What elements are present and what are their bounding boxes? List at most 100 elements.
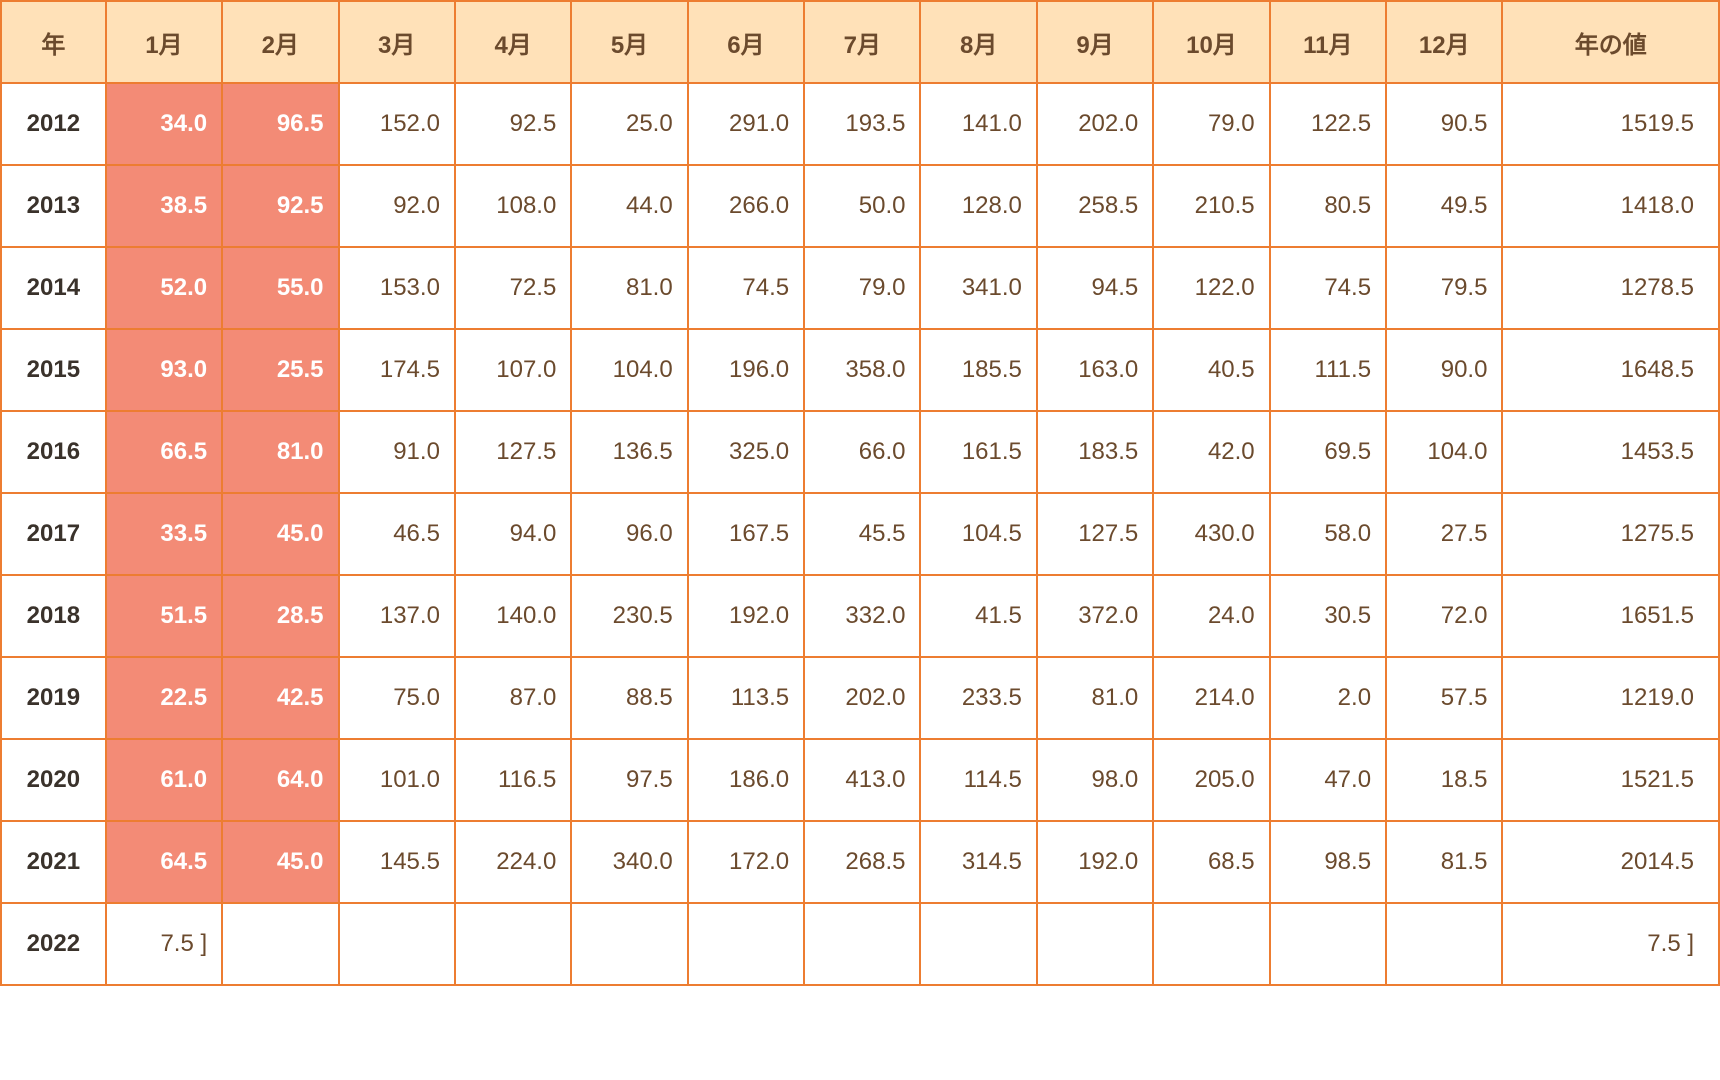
value-cell: 18.5 [1386,739,1502,821]
value-cell: 122.5 [1270,83,1386,165]
table-row: 201922.542.575.087.088.5113.5202.0233.58… [1,657,1719,739]
value-cell: 91.0 [339,411,455,493]
year-cell: 2012 [1,83,106,165]
annual-cell: 1648.5 [1502,329,1719,411]
value-cell: 45.5 [804,493,920,575]
value-cell: 258.5 [1037,165,1153,247]
value-cell [1037,903,1153,985]
col-header-month: 8月 [920,1,1036,83]
value-cell: 24.0 [1153,575,1269,657]
value-cell: 98.5 [1270,821,1386,903]
value-cell: 210.5 [1153,165,1269,247]
value-cell: 314.5 [920,821,1036,903]
value-cell: 64.5 [106,821,222,903]
value-cell: 57.5 [1386,657,1502,739]
year-cell: 2021 [1,821,106,903]
value-cell [455,903,571,985]
value-cell: 81.5 [1386,821,1502,903]
value-cell: 430.0 [1153,493,1269,575]
annual-cell: 1219.0 [1502,657,1719,739]
data-table: 年1月2月3月4月5月6月7月8月9月10月11月12月年の値 201234.0… [0,0,1720,986]
value-cell: 141.0 [920,83,1036,165]
value-cell: 34.0 [106,83,222,165]
value-cell: 152.0 [339,83,455,165]
year-cell: 2020 [1,739,106,821]
table-row: 202164.545.0145.5224.0340.0172.0268.5314… [1,821,1719,903]
value-cell: 183.5 [1037,411,1153,493]
annual-cell: 1418.0 [1502,165,1719,247]
table-row: 202061.064.0101.0116.597.5186.0413.0114.… [1,739,1719,821]
value-cell: 40.5 [1153,329,1269,411]
value-cell [804,903,920,985]
col-header-month: 7月 [804,1,920,83]
value-cell: 87.0 [455,657,571,739]
value-cell: 47.0 [1270,739,1386,821]
value-cell: 332.0 [804,575,920,657]
value-cell: 93.0 [106,329,222,411]
value-cell: 80.5 [1270,165,1386,247]
col-header-month: 5月 [571,1,687,83]
value-cell: 291.0 [688,83,804,165]
value-cell: 38.5 [106,165,222,247]
value-cell: 81.0 [222,411,338,493]
value-cell: 108.0 [455,165,571,247]
table-container: 年1月2月3月4月5月6月7月8月9月10月11月12月年の値 201234.0… [0,0,1720,986]
value-cell: 113.5 [688,657,804,739]
value-cell: 372.0 [1037,575,1153,657]
value-cell: 128.0 [920,165,1036,247]
col-header-year: 年 [1,1,106,83]
table-header-row: 年1月2月3月4月5月6月7月8月9月10月11月12月年の値 [1,1,1719,83]
col-header-month: 11月 [1270,1,1386,83]
year-cell: 2022 [1,903,106,985]
table-body: 201234.096.5152.092.525.0291.0193.5141.0… [1,83,1719,985]
value-cell: 137.0 [339,575,455,657]
value-cell: 41.5 [920,575,1036,657]
value-cell: 340.0 [571,821,687,903]
value-cell: 230.5 [571,575,687,657]
value-cell: 42.0 [1153,411,1269,493]
value-cell: 127.5 [1037,493,1153,575]
value-cell: 66.0 [804,411,920,493]
value-cell: 52.0 [106,247,222,329]
value-cell: 46.5 [339,493,455,575]
value-cell: 96.5 [222,83,338,165]
value-cell: 90.5 [1386,83,1502,165]
value-cell: 69.5 [1270,411,1386,493]
col-header-month: 2月 [222,1,338,83]
value-cell: 79.0 [1153,83,1269,165]
value-cell: 25.5 [222,329,338,411]
value-cell: 268.5 [804,821,920,903]
value-cell: 2.0 [1270,657,1386,739]
table-row: 201338.592.592.0108.044.0266.050.0128.02… [1,165,1719,247]
value-cell: 153.0 [339,247,455,329]
value-cell: 88.5 [571,657,687,739]
col-header-month: 3月 [339,1,455,83]
value-cell: 325.0 [688,411,804,493]
value-cell: 30.5 [1270,575,1386,657]
table-row: 201593.025.5174.5107.0104.0196.0358.0185… [1,329,1719,411]
col-header-month: 10月 [1153,1,1269,83]
annual-cell: 1651.5 [1502,575,1719,657]
value-cell: 25.0 [571,83,687,165]
value-cell: 111.5 [1270,329,1386,411]
value-cell: 161.5 [920,411,1036,493]
value-cell: 107.0 [455,329,571,411]
value-cell: 44.0 [571,165,687,247]
value-cell: 174.5 [339,329,455,411]
value-cell: 205.0 [1153,739,1269,821]
value-cell: 163.0 [1037,329,1153,411]
value-cell: 202.0 [1037,83,1153,165]
value-cell: 49.5 [1386,165,1502,247]
value-cell [1153,903,1269,985]
annual-cell: 1275.5 [1502,493,1719,575]
value-cell: 186.0 [688,739,804,821]
value-cell [920,903,1036,985]
value-cell: 167.5 [688,493,804,575]
value-cell: 92.5 [222,165,338,247]
col-header-annual: 年の値 [1502,1,1719,83]
value-cell: 122.0 [1153,247,1269,329]
value-cell: 140.0 [455,575,571,657]
value-cell: 114.5 [920,739,1036,821]
value-cell: 193.5 [804,83,920,165]
value-cell: 92.5 [455,83,571,165]
